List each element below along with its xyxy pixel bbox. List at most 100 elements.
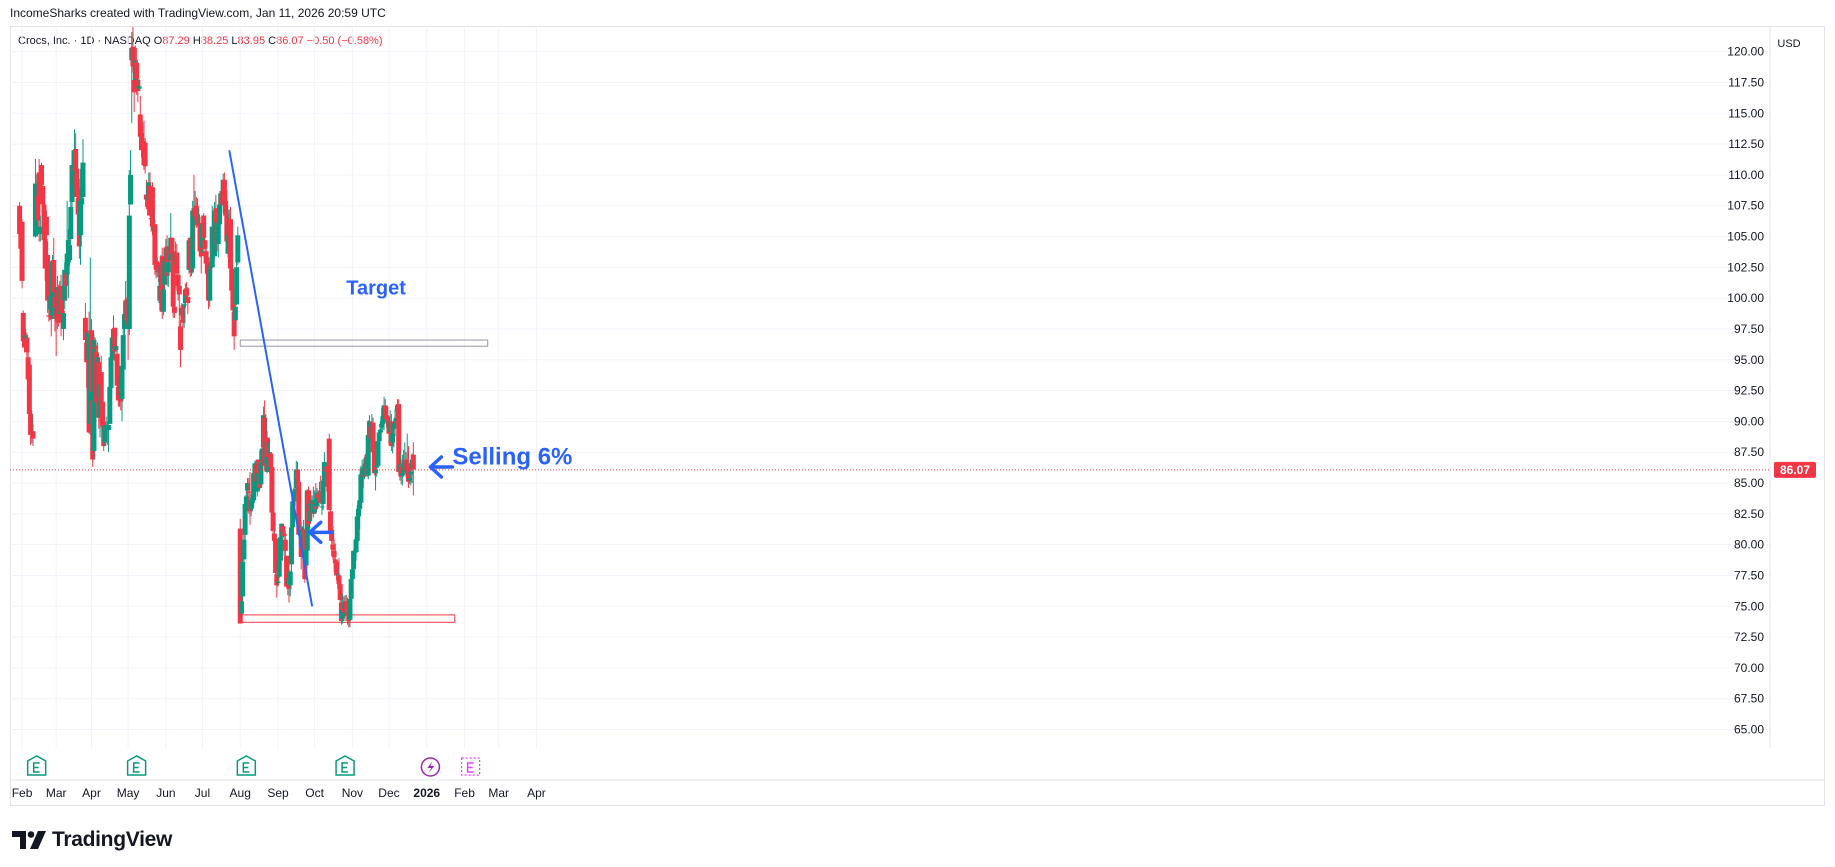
candle [58, 285, 64, 312]
candle [229, 268, 235, 291]
candle [392, 422, 398, 424]
candle [20, 312, 26, 342]
candle [374, 465, 380, 467]
time-tick-label: Feb [12, 786, 33, 800]
earnings-badge [26, 755, 47, 776]
selling-annotation[interactable]: Selling 6% [452, 444, 572, 471]
candle [180, 305, 186, 323]
footer: TradingView [12, 828, 172, 852]
currency-label: USD [1777, 38, 1800, 50]
candle [275, 581, 281, 583]
candle [320, 480, 326, 504]
candle [355, 508, 361, 517]
candle [140, 140, 146, 142]
candle [203, 251, 209, 264]
tradingview-brand[interactable]: TradingView [52, 828, 173, 851]
candle [112, 327, 118, 352]
candle [35, 195, 41, 221]
candle [60, 312, 66, 329]
price-tick-label: 77.50 [1734, 568, 1764, 582]
time-axis: Feb Mar Apr May Jun Jul Aug Sep Oct Nov Dec 2026 Feb… [10, 779, 1825, 800]
target-annotation[interactable]: Target [346, 277, 406, 299]
candle [330, 544, 336, 550]
candle [215, 222, 221, 244]
candle [303, 549, 309, 566]
candle [24, 337, 30, 353]
earnings-e-icon[interactable] [26, 755, 47, 776]
earnings-badge [236, 755, 257, 776]
candle [130, 46, 136, 67]
candle [391, 423, 397, 429]
candle [121, 314, 127, 329]
candle [106, 425, 112, 431]
candle [385, 416, 391, 423]
open-value: 87.29 [162, 35, 190, 47]
candle [334, 561, 340, 576]
candle [371, 449, 377, 474]
candle [336, 575, 342, 585]
candle [165, 262, 171, 273]
candle [287, 571, 293, 586]
last-price-badge [1774, 461, 1816, 478]
price-tick-label: 82.50 [1734, 507, 1764, 521]
candle [390, 433, 396, 443]
candle [39, 165, 45, 185]
candle [19, 221, 25, 281]
candle [134, 62, 140, 79]
candle [358, 474, 364, 503]
earnings-badge [335, 755, 355, 776]
arrow-current-price-icon[interactable] [428, 455, 455, 479]
candle [202, 240, 208, 249]
time-tick-label: Nov [342, 786, 363, 800]
candle [243, 496, 249, 507]
upcoming-earnings-badge [461, 757, 481, 776]
candle [195, 214, 201, 226]
candle [170, 251, 176, 307]
price-tick-label: 100.00 [1727, 291, 1764, 305]
candle [319, 506, 325, 508]
candle [251, 473, 257, 501]
candle [207, 266, 213, 301]
time-tick-label: Sep [267, 786, 289, 800]
target-zone[interactable] [239, 339, 489, 347]
candle [178, 326, 184, 350]
candle [175, 274, 181, 286]
candle [182, 289, 188, 304]
earnings-e-icon[interactable] [126, 755, 147, 776]
candle [370, 422, 376, 453]
candle [240, 561, 246, 597]
candle [307, 503, 313, 522]
candle [399, 473, 405, 476]
candle [235, 235, 241, 263]
symbol-name[interactable]: Crocs, Inc. · 1D · NASDAQ [18, 35, 151, 47]
candle [270, 512, 276, 532]
candle [282, 539, 288, 551]
candle [51, 259, 57, 292]
candle [241, 539, 247, 560]
candle [276, 560, 282, 577]
candle [136, 86, 142, 89]
candle [314, 492, 320, 507]
lightning-icon[interactable] [420, 757, 441, 777]
candle [313, 505, 319, 509]
time-tick-label: Oct [305, 786, 324, 800]
earnings-dashed-e-icon[interactable] [461, 757, 481, 776]
price-tick-label: 102.50 [1727, 260, 1764, 274]
chart-frame [10, 26, 1825, 806]
earnings-e-icon[interactable] [335, 755, 355, 776]
candle [68, 206, 74, 239]
candle [126, 215, 132, 329]
candle [331, 550, 337, 557]
candle [238, 601, 244, 614]
trendline[interactable] [228, 150, 314, 607]
candle [142, 142, 148, 167]
time-tick-label: Aug [230, 786, 251, 800]
price-tick-label: 67.50 [1734, 692, 1764, 706]
candle [380, 416, 386, 424]
earnings-e-icon[interactable] [236, 755, 257, 776]
price-tick-label: 115.00 [1728, 106, 1764, 120]
arrow-trendline-break-icon[interactable] [307, 520, 334, 545]
candle [281, 533, 287, 537]
earnings-letter [341, 762, 349, 773]
